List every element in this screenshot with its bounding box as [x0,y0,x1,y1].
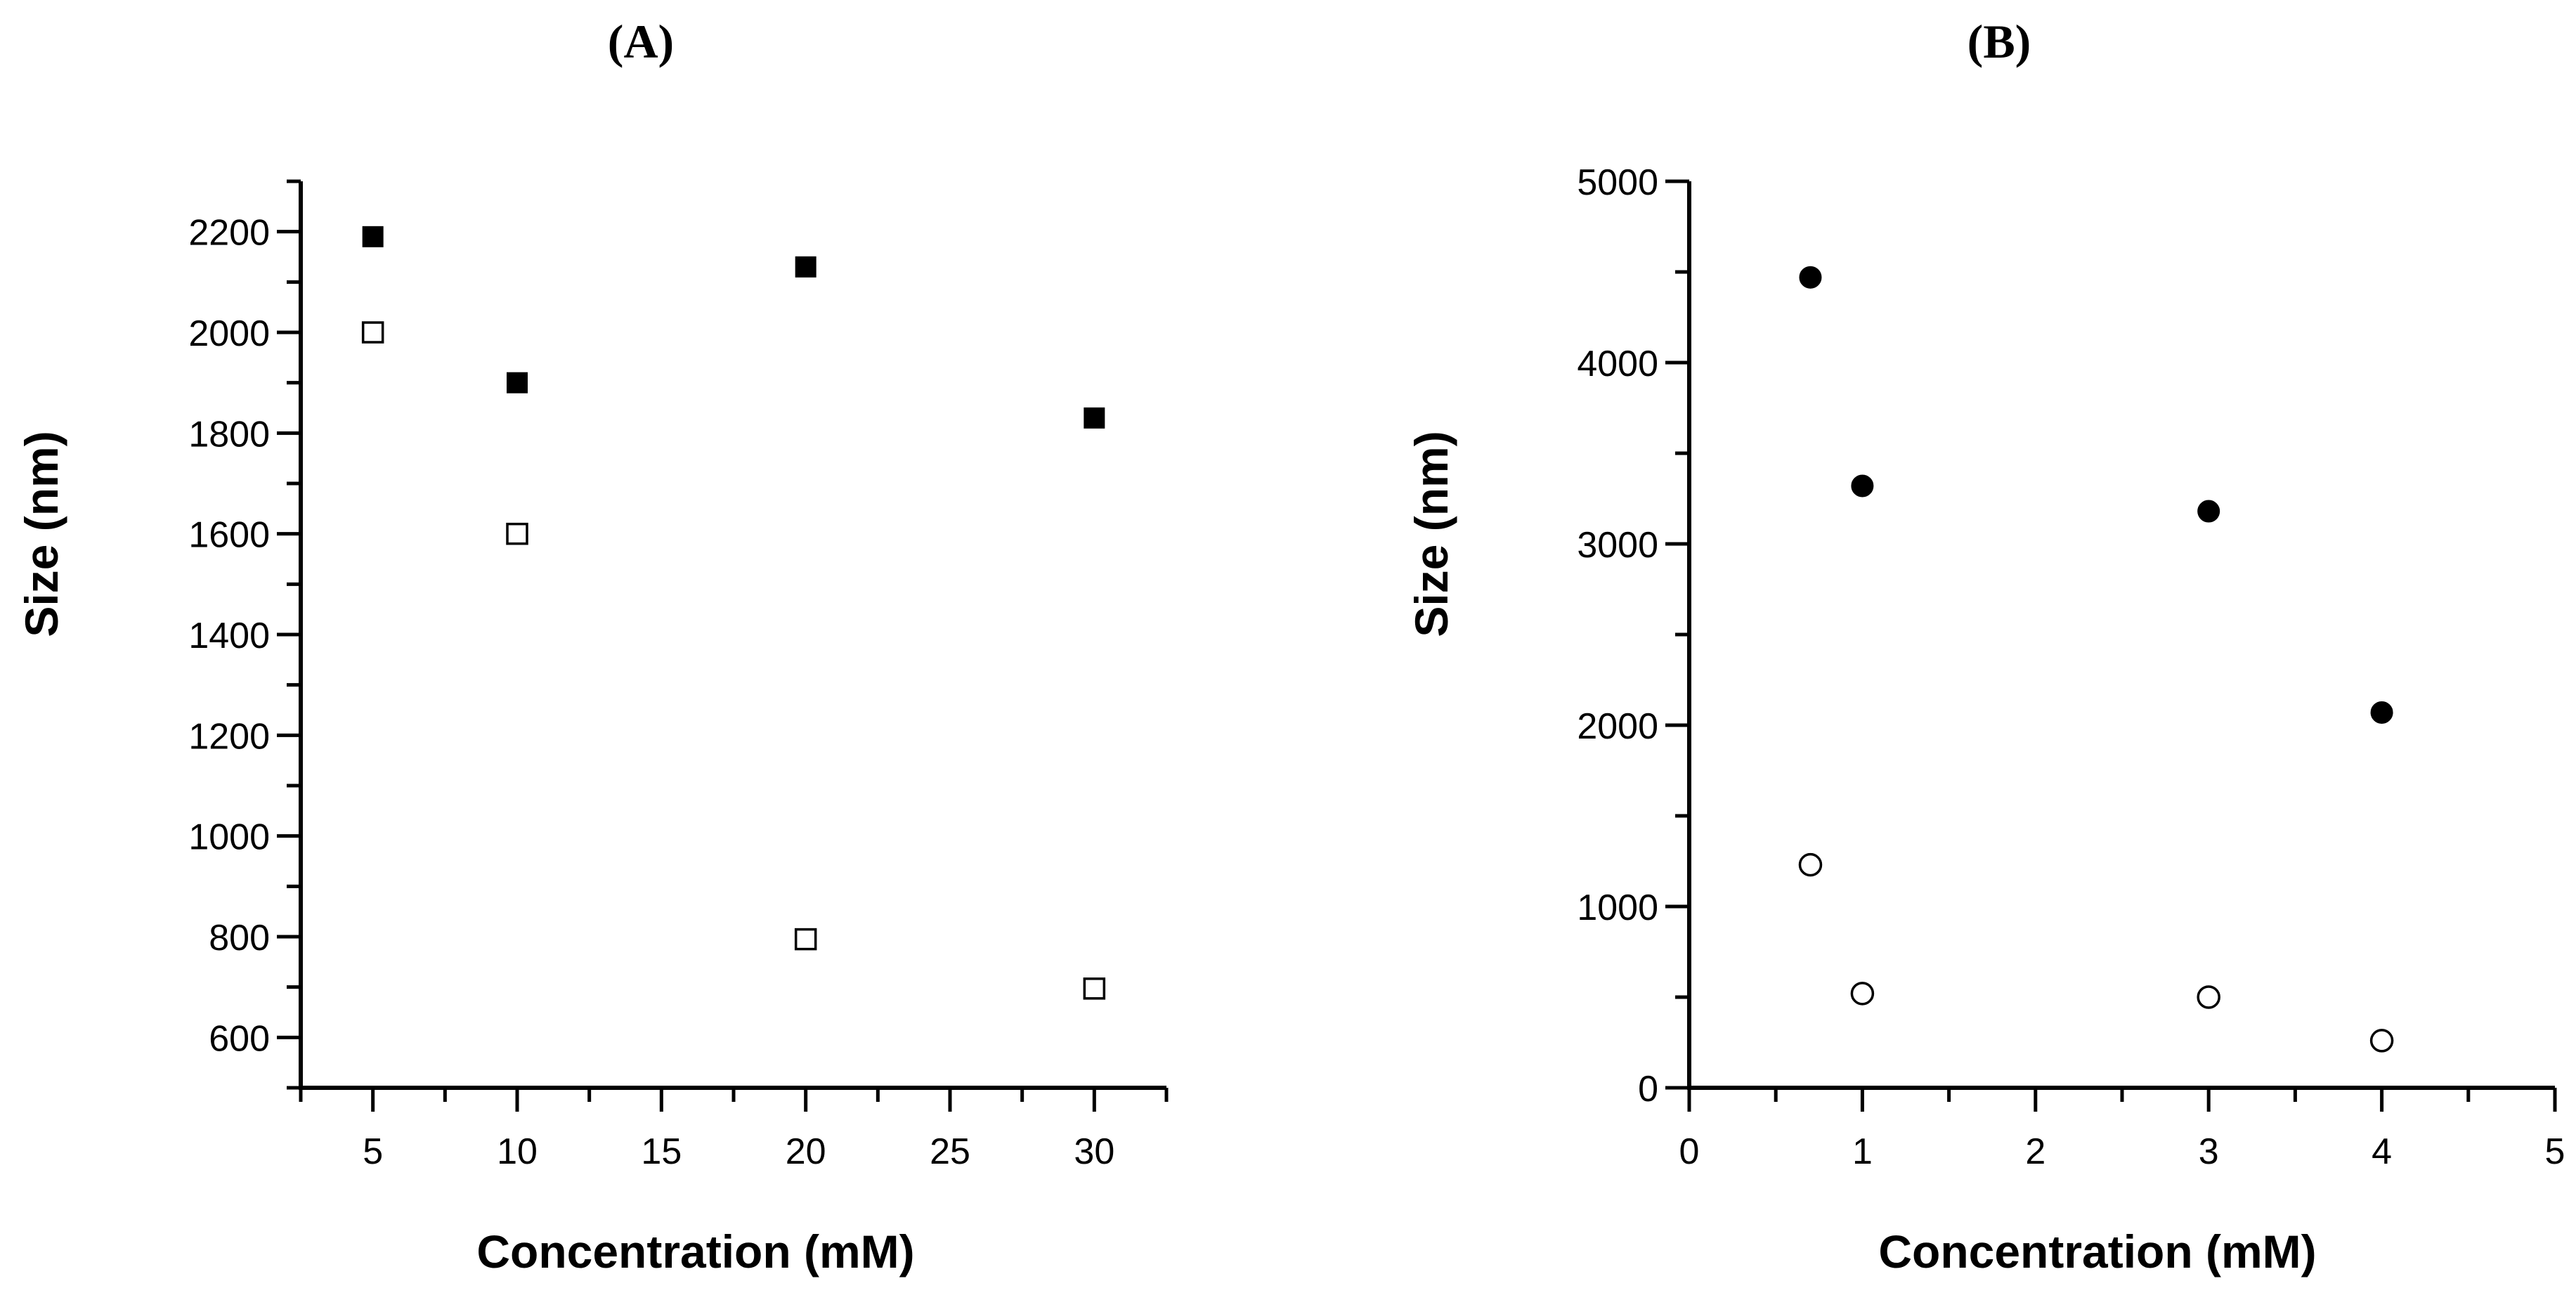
data-point-open-square [361,321,384,344]
x-tick-label: 3 [2199,1131,2219,1172]
y-tick-label: 1800 [188,414,270,455]
y-tick-label: 5000 [1577,162,1658,203]
y-tick-label: 1400 [188,616,270,656]
y-tick-label: 2200 [188,213,270,254]
data-point-open-square [794,928,817,951]
y-tick-label: 2000 [188,313,270,354]
y-tick-label: 1000 [1577,888,1658,928]
data-point-filled-square [362,226,384,247]
x-tick-label: 1 [1852,1131,1873,1172]
panel-b-x-axis-title: Concentration (mM) [1878,1226,2316,1278]
chart-panel-b: (B) Concentration (mM) Size (nm) 0 1 2 3 4 50… [1405,15,2565,1278]
panel-a-y-axis-title: Size (nm) [15,431,67,637]
data-point-filled-square [795,256,817,278]
data-point-open-square [1083,977,1106,1000]
x-tick-label: 25 [930,1131,970,1172]
y-tick-label: 1600 [188,515,270,556]
data-point-open-circle [1850,982,1875,1006]
data-point-filled-circle [2197,500,2220,523]
data-point-filled-circle [1799,266,1822,289]
x-tick-label: 0 [1679,1131,1700,1172]
y-tick-label: 0 [1638,1069,1658,1110]
x-tick-label: 10 [497,1131,538,1172]
x-tick-label: 5 [363,1131,383,1172]
panel-b-y-axis-title: Size (nm) [1405,431,1457,637]
x-tick-label: 5 [2545,1131,2565,1172]
x-tick-label: 4 [2372,1131,2392,1172]
y-tick-label: 4000 [1577,344,1658,384]
panel-b-label: (B) [1967,15,2031,68]
panel-a-x-axis-title: Concentration (mM) [476,1226,914,1278]
data-point-filled-square [1084,407,1105,429]
data-point-open-square [506,522,528,545]
y-tick-label: 1200 [188,716,270,757]
data-point-filled-circle [1851,474,1874,498]
x-tick-label: 2 [2025,1131,2045,1172]
x-tick-label: 15 [641,1131,682,1172]
data-point-open-circle [2369,1029,2394,1053]
data-point-open-circle [1798,852,1823,877]
y-tick-label: 3000 [1577,525,1658,566]
chart-panel-a: (A) Concentration (mM) Size (nm) 5 10 15 20… [15,15,1169,1278]
y-tick-label: 800 [209,918,270,958]
y-tick-label: 600 [209,1018,270,1059]
x-tick-label: 30 [1074,1131,1114,1172]
x-tick-label: 20 [786,1131,826,1172]
panel-a-label: (A) [608,15,674,68]
y-tick-label: 2000 [1577,706,1658,747]
data-point-filled-circle [2370,701,2393,724]
y-tick-label: 1000 [188,817,270,858]
data-point-open-circle [2197,985,2220,1009]
data-point-filled-square [507,372,528,394]
